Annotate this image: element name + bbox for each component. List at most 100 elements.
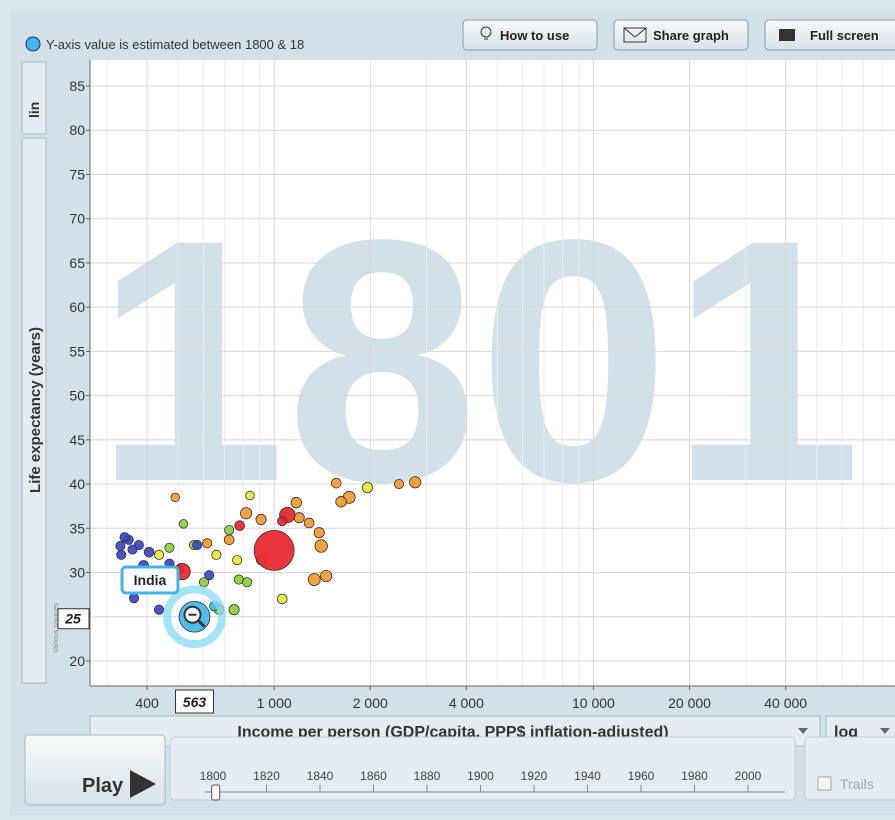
x-tick-label: 2 000 (353, 695, 388, 711)
timeline-panel (169, 736, 796, 801)
highlight-ring (163, 585, 226, 649)
timeline-tick-label: 1820 (253, 769, 280, 783)
y-tick-label: 30 (69, 565, 85, 581)
y-tick-label: 55 (69, 343, 85, 359)
y-tick-label: 65 (69, 255, 85, 271)
x-tick-label: 4 000 (449, 695, 484, 711)
y-readout: 25 (64, 611, 81, 627)
bubble (307, 573, 321, 586)
bubble (393, 479, 405, 490)
bubble (153, 604, 165, 615)
plot-area (90, 60, 895, 686)
bubble (253, 529, 295, 571)
trails-checkbox[interactable]: Trails (804, 736, 895, 801)
bubble (170, 492, 180, 503)
bubble (153, 549, 165, 560)
bubble (127, 544, 138, 555)
bubble (313, 527, 325, 539)
timeline-tick-label: 1880 (414, 769, 441, 783)
y-tick-label: 45 (69, 432, 85, 448)
bubble (234, 520, 245, 531)
tooltip-box (120, 565, 180, 595)
bubble (303, 517, 315, 529)
x-readout: 563 (183, 694, 207, 710)
y-tick-label: 20 (69, 653, 85, 669)
tooltip-label: India (134, 572, 167, 588)
y-axis-label: Life expectancy (years) (27, 327, 44, 493)
bubble (232, 555, 243, 566)
bubble (128, 593, 140, 604)
y-tick-label: 50 (69, 388, 85, 404)
bubble (192, 540, 203, 551)
y-tick-label: 60 (69, 299, 85, 315)
timeline-handle (211, 784, 221, 801)
bubble (202, 538, 213, 549)
bubble (361, 482, 373, 494)
play-button[interactable]: Play (24, 734, 166, 806)
bubble (178, 519, 189, 529)
plot: 1801 (90, 60, 895, 686)
timeline-tick-label: 1920 (521, 769, 548, 783)
timeline-tick-label: 1980 (681, 769, 708, 783)
y-tick-label: 40 (69, 476, 85, 492)
bubble (116, 549, 127, 560)
x-tick-label: 40 000 (764, 695, 807, 711)
y-tick-label: 80 (69, 122, 85, 138)
bubble (276, 593, 288, 605)
dropdown-arrow (798, 728, 808, 734)
bubble (164, 542, 175, 553)
magnifier (197, 619, 206, 628)
x-tick-label: 20 000 (668, 695, 711, 711)
how-to-use-button[interactable]: How to use (462, 19, 598, 51)
full-screen-button[interactable]: Full screen (764, 19, 895, 51)
bubble (204, 570, 215, 581)
y-source: Various sources (53, 603, 60, 653)
timeline-tick-label: 1960 (628, 769, 655, 783)
share-graph-button[interactable]: Share graph (613, 19, 749, 51)
trails-label: Trails (840, 776, 874, 792)
bubble (233, 574, 244, 585)
bubble (119, 532, 130, 543)
y-readout-box (57, 608, 90, 630)
bubble (335, 496, 347, 508)
notice: Y-axis value is estimated between 1800 &… (46, 37, 304, 52)
bubble (245, 490, 255, 501)
button-label: Full screen (810, 28, 879, 43)
y-indicator-box[interactable] (21, 137, 47, 684)
y-tick-label: 85 (69, 78, 85, 94)
timeline-tick-label: 2000 (735, 769, 762, 783)
bubble (277, 516, 288, 527)
timeline-tick-label: 1940 (574, 769, 601, 783)
bubble (330, 477, 342, 489)
x-tick-label: 1 000 (257, 695, 292, 711)
button-label: How to use (500, 28, 569, 43)
x-tick-label: 400 (135, 695, 159, 711)
timeline-tick-label: 1860 (360, 769, 387, 783)
y-tick-label: 75 (69, 166, 85, 182)
y-tick-label: 70 (69, 211, 85, 227)
bubble (242, 577, 253, 588)
bubble (409, 476, 422, 489)
year-watermark: 1801 (94, 169, 862, 554)
timeline-tick-label: 1900 (467, 769, 494, 783)
axes: 400 1 000 2 000 4 000 10 000 20 000 40 000 20 25… (57, 78, 807, 714)
bubble (255, 513, 267, 525)
button-label: Share graph (653, 28, 729, 43)
bubble (211, 549, 222, 560)
y-tick-label: 35 (69, 520, 85, 536)
x-tick-label: 10 000 (572, 695, 615, 711)
timeline: 1800 1820 1840 1860 1880 1900 1920 1940 1960 1980… (200, 769, 762, 801)
bubble (320, 569, 333, 583)
bubble (115, 540, 126, 552)
timeline-tick-label: 1800 (200, 769, 227, 783)
bubble (240, 507, 253, 520)
timeline-tick-label: 1840 (307, 769, 334, 783)
x-readout-box (174, 689, 214, 714)
bubble (224, 525, 235, 536)
play-label: Play (82, 775, 124, 797)
bubble (314, 539, 328, 553)
bubble (293, 512, 305, 524)
y-scale-box[interactable] (21, 61, 47, 135)
y-scale: lin (26, 102, 42, 118)
